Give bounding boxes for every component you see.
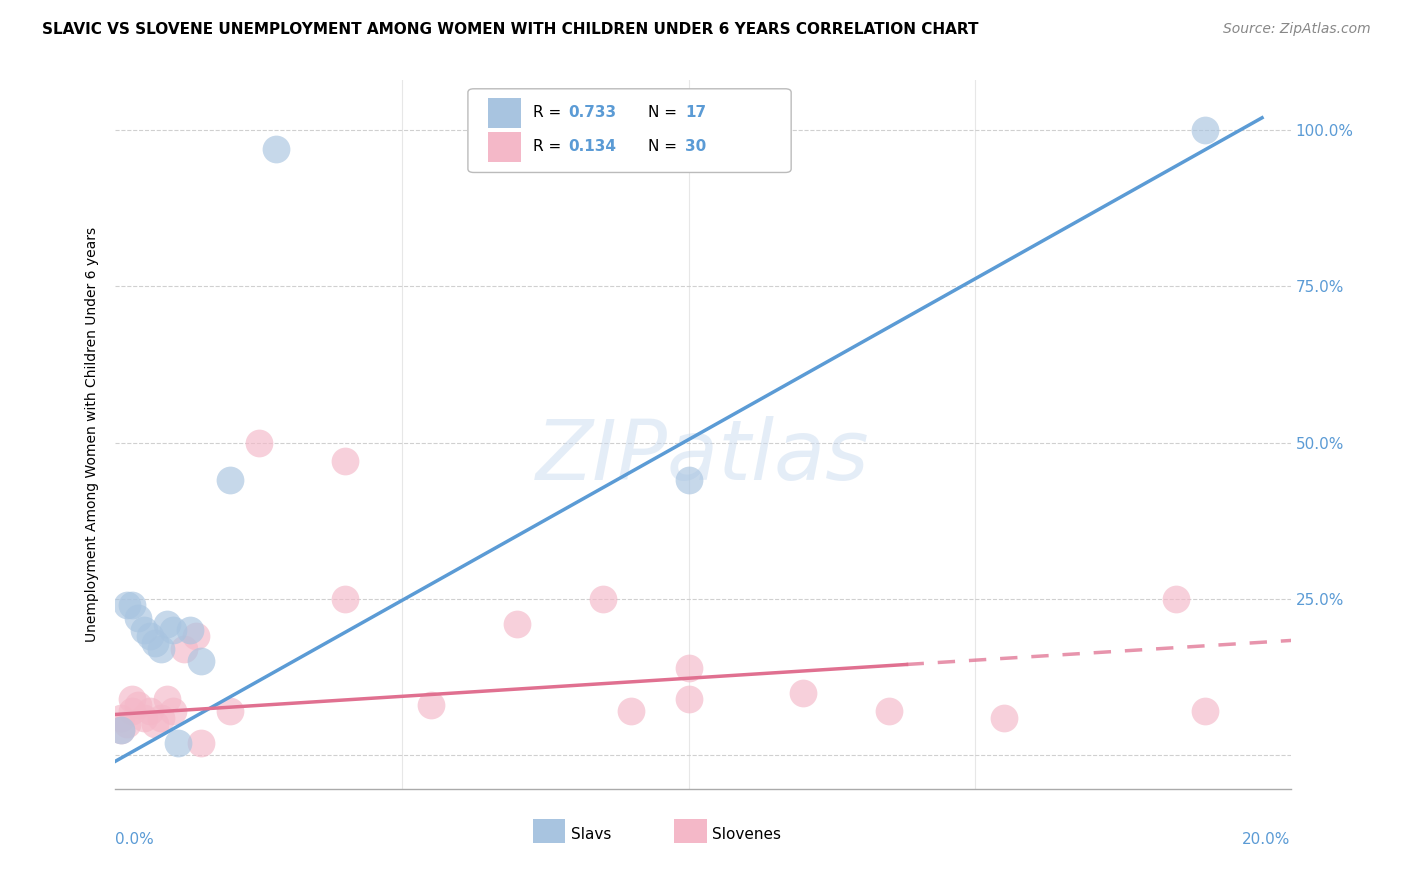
Point [145,635,167,649]
Point [121,704,143,718]
Point [1194,704,1216,718]
Point [505,616,527,631]
Point [138,704,160,718]
FancyBboxPatch shape [488,98,520,128]
Point [162,623,184,637]
Point [156,616,179,631]
Point [115,598,138,612]
Text: Slovenes: Slovenes [713,827,782,841]
FancyBboxPatch shape [488,132,520,161]
Point [179,623,201,637]
Text: ZIPatlas: ZIPatlas [536,416,870,497]
Text: SLAVIC VS SLOVENE UNEMPLOYMENT AMONG WOMEN WITH CHILDREN UNDER 6 YEARS CORRELATI: SLAVIC VS SLOVENE UNEMPLOYMENT AMONG WOM… [42,22,979,37]
Point [167,735,190,749]
Text: 20.0%: 20.0% [1243,832,1291,847]
Point [138,629,160,643]
Point [264,142,287,156]
Point [110,723,132,737]
Point [156,691,179,706]
Point [121,691,143,706]
Text: 17: 17 [685,105,706,120]
Text: 0.0%: 0.0% [115,832,155,847]
Text: N =: N = [648,105,682,120]
Text: 0.733: 0.733 [568,105,616,120]
Point [190,654,212,668]
Point [678,660,700,674]
Point [678,691,700,706]
Point [127,610,149,624]
Point [1164,591,1187,606]
Y-axis label: Unemployment Among Women with Children Under 6 years: Unemployment Among Women with Children U… [84,227,98,642]
Point [184,629,207,643]
Point [190,735,212,749]
Point [121,598,143,612]
FancyBboxPatch shape [673,819,707,843]
Point [150,641,173,656]
Text: R =: R = [533,105,565,120]
Point [993,710,1015,724]
Text: Source: ZipAtlas.com: Source: ZipAtlas.com [1223,22,1371,37]
Point [1194,123,1216,137]
Text: R =: R = [533,139,565,154]
Point [879,704,901,718]
Point [150,710,173,724]
Point [620,704,643,718]
Point [127,698,149,712]
Point [132,623,155,637]
Text: 0.134: 0.134 [568,139,616,154]
Point [145,716,167,731]
Point [115,716,138,731]
Text: N =: N = [648,139,682,154]
Point [132,710,155,724]
Point [162,704,184,718]
Point [219,704,242,718]
Point [219,473,242,487]
Point [247,435,270,450]
FancyBboxPatch shape [533,819,565,843]
Point [678,473,700,487]
FancyBboxPatch shape [468,89,792,172]
Point [110,723,132,737]
Text: 30: 30 [685,139,707,154]
Point [110,710,132,724]
Point [419,698,441,712]
Point [173,641,195,656]
Text: Slavs: Slavs [571,827,612,841]
Point [333,454,356,468]
Point [333,591,356,606]
Point [792,685,814,699]
Point [592,591,614,606]
